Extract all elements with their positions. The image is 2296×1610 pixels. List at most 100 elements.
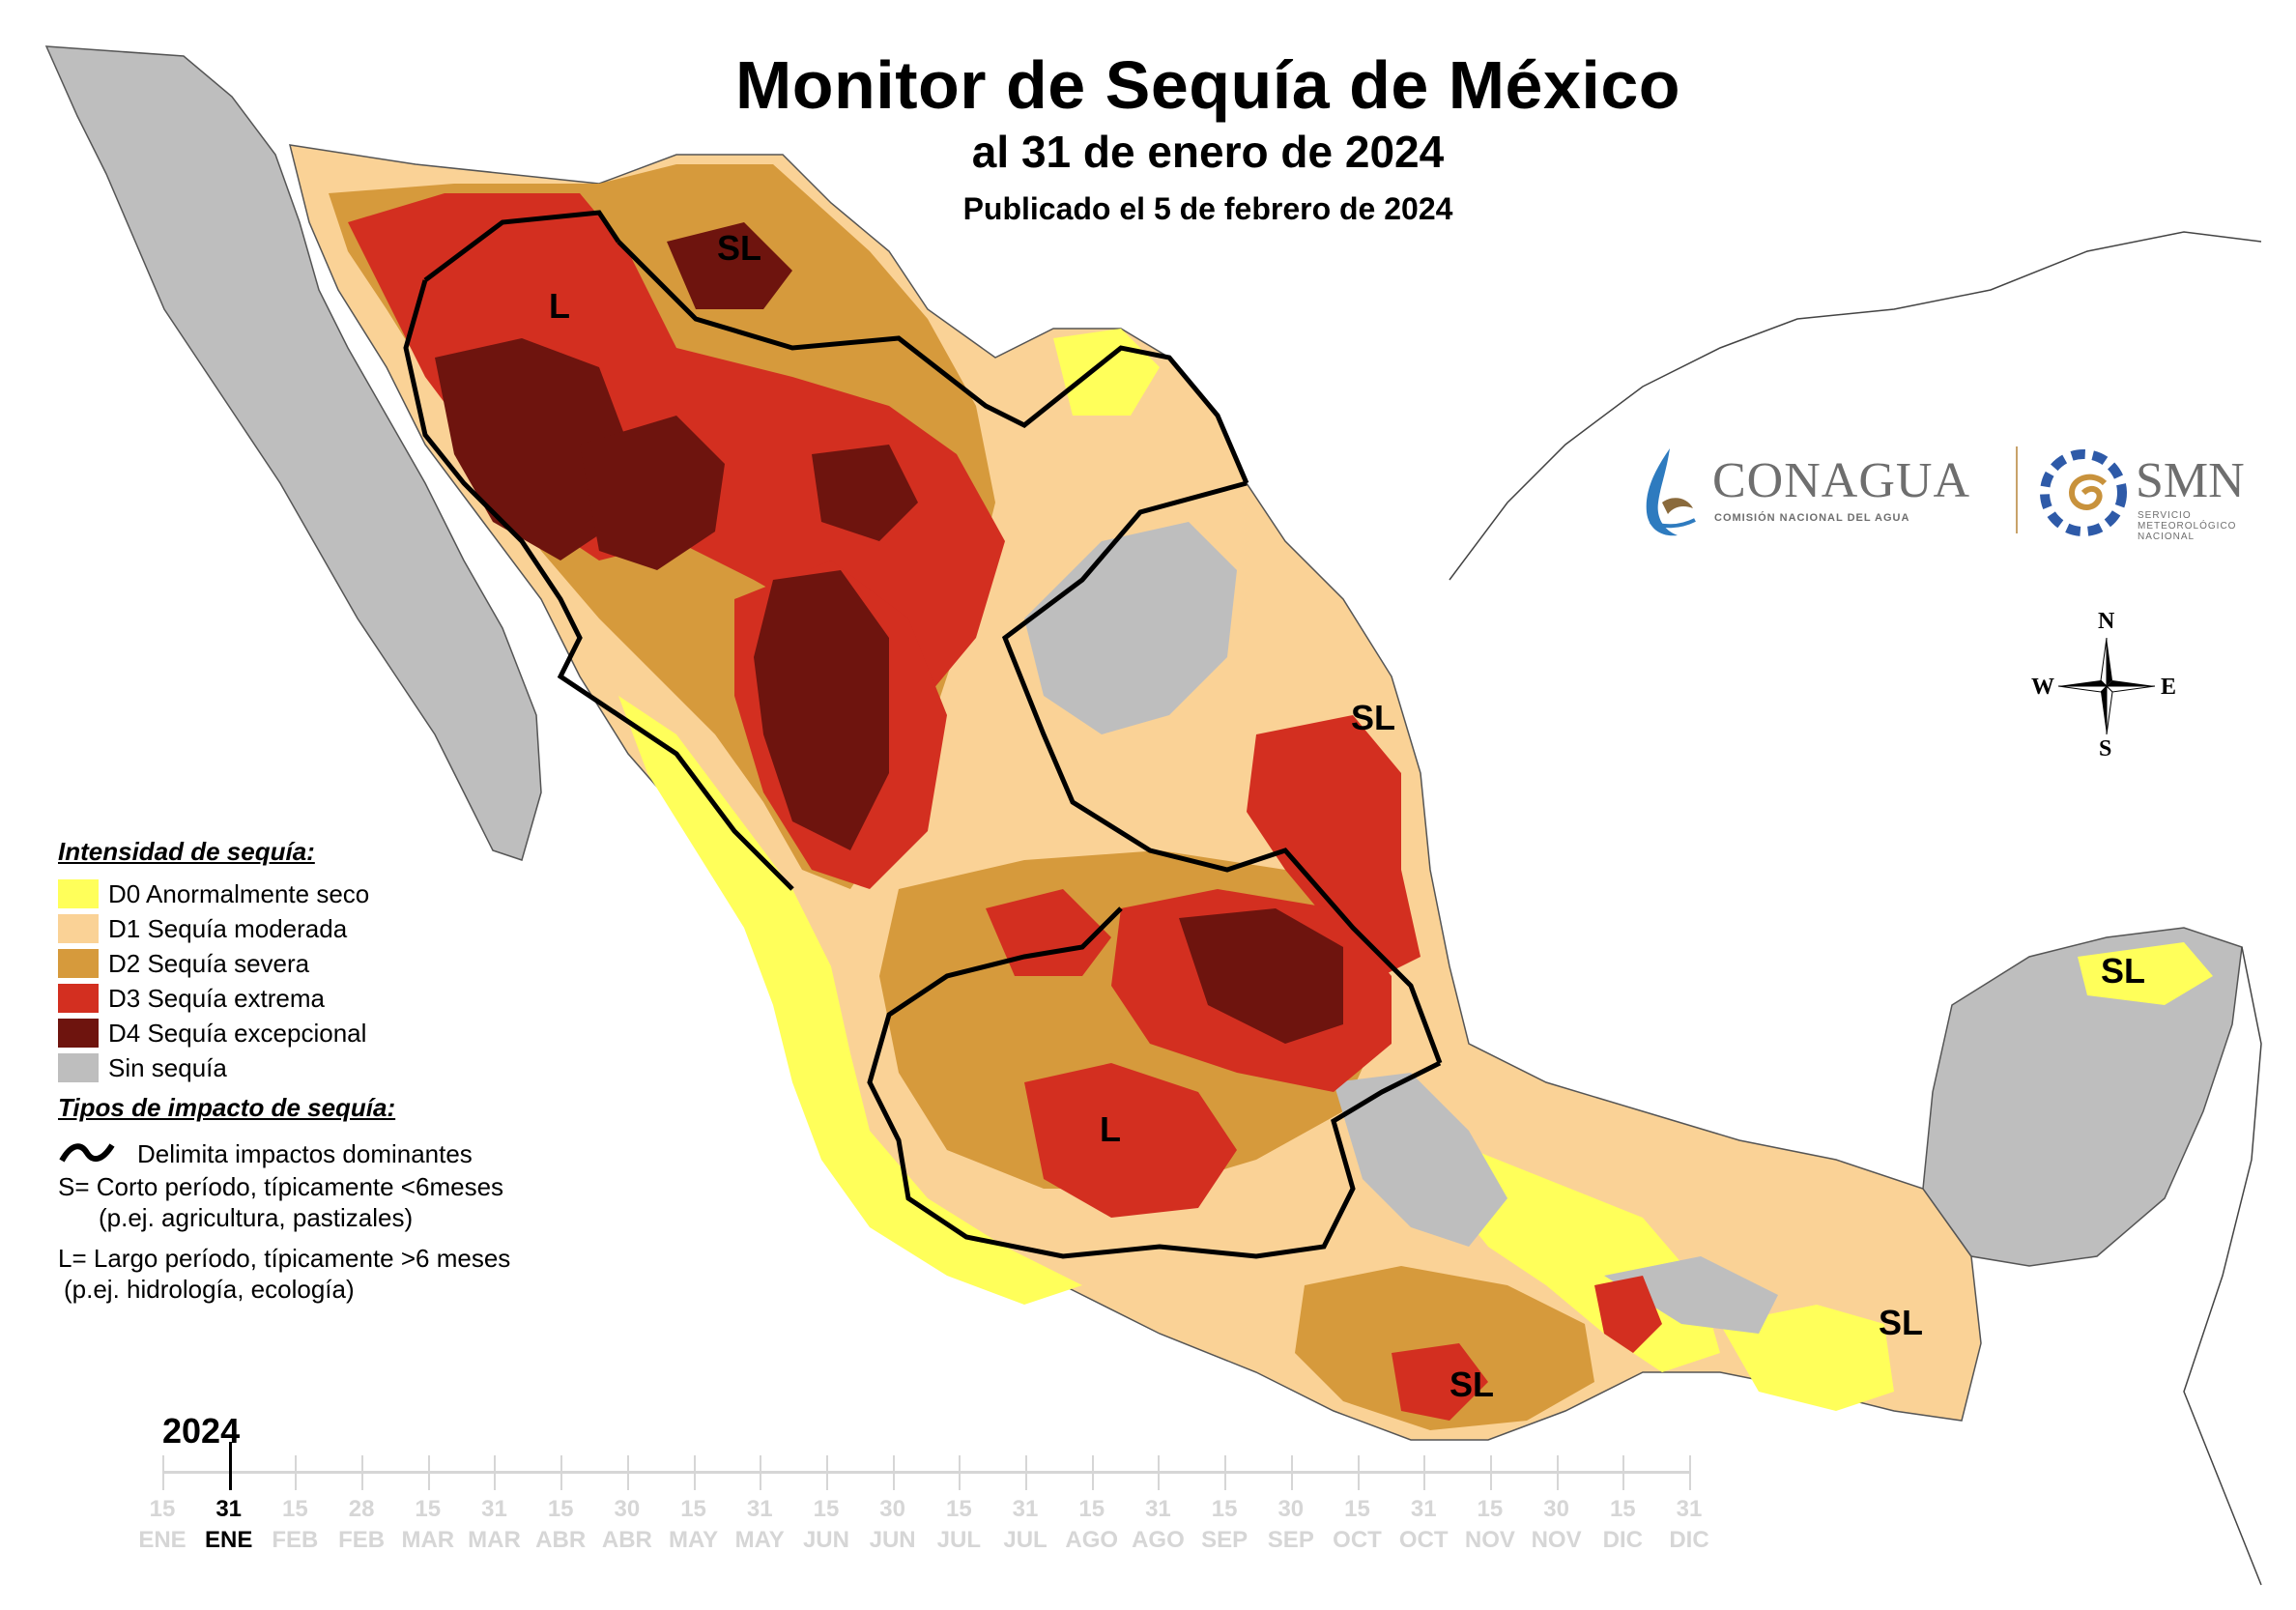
legend-item: D0 Anormalmente seco xyxy=(58,877,599,911)
legend-swatch xyxy=(58,914,99,943)
d3-tabasco xyxy=(1594,1276,1662,1353)
timeline-tick-day: 31 xyxy=(215,1496,243,1522)
d3-southwest xyxy=(1024,1063,1237,1218)
timeline-tick-day: 15 xyxy=(1078,1496,1105,1522)
timeline-tick xyxy=(1489,1455,1492,1490)
timeline-tick-month: FEB xyxy=(272,1527,319,1553)
d4-center xyxy=(1179,908,1343,1044)
timeline-tick xyxy=(1025,1455,1028,1490)
timeline-tick xyxy=(1622,1455,1625,1490)
legend-item-label: D2 Sequía severa xyxy=(108,948,310,978)
compass-star-icon xyxy=(2058,638,2155,734)
timeline-tick xyxy=(760,1455,762,1490)
label-south-sl: SL xyxy=(1449,1365,1495,1404)
timeline-tick-month: ENE xyxy=(205,1527,253,1553)
timeline-tick xyxy=(427,1455,430,1490)
map-subtitle: al 31 de enero de 2024 xyxy=(971,127,1445,177)
timeline-tick-month: NOV xyxy=(1464,1527,1515,1553)
impact-line-swatch-icon xyxy=(59,1143,115,1163)
timeline-tick xyxy=(162,1455,164,1490)
timeline-tick-month: SEP xyxy=(1267,1527,1314,1553)
timeline-tick xyxy=(959,1455,961,1490)
timeline-tick-day: 15 xyxy=(1211,1496,1238,1522)
yucatan-d0 xyxy=(2078,942,2213,1005)
timeline-tick-month: OCT xyxy=(1398,1527,1449,1553)
legend-item-label: D1 Sequía moderada xyxy=(108,913,348,943)
timeline-tick-month: NOV xyxy=(1531,1527,1582,1553)
label-yucatan-sl: SL xyxy=(2101,951,2146,991)
legend-item: D4 Sequía excepcional xyxy=(58,1016,599,1050)
conagua-logo-icon xyxy=(1646,448,1696,536)
d0-southeast xyxy=(1720,1305,1894,1411)
timeline-tick-day: 31 xyxy=(1676,1496,1703,1522)
label-center-l: L xyxy=(1100,1109,1121,1149)
legend-item: Sin sequía xyxy=(58,1050,599,1085)
legend-item-label: D4 Sequía excepcional xyxy=(108,1018,367,1048)
legend-item-label: D0 Anormalmente seco xyxy=(108,878,370,908)
timeline-tick-day: 15 xyxy=(945,1496,972,1522)
timeline: 2024 15 ENE 31 ENE 15 FEB 28 FEB 15 MAR 31 MAR 15 ABR… xyxy=(138,1411,1710,1595)
legend-item: D1 Sequía moderada xyxy=(58,911,599,946)
timeline-tick xyxy=(892,1455,895,1490)
timeline-tick-month: JUN xyxy=(869,1527,916,1553)
label-northeast-sl: SL xyxy=(1351,698,1396,737)
timeline-tick-day: 30 xyxy=(879,1496,905,1522)
timeline-tick-month: FEB xyxy=(338,1527,386,1553)
legend: Intensidad de sequía: D0 Anormalmente se… xyxy=(58,837,599,1305)
impact-line-north xyxy=(617,240,1249,484)
timeline-tick-day: 15 xyxy=(813,1496,840,1522)
legend-item-label: D3 Sequía extrema xyxy=(108,983,326,1013)
legend-swatch xyxy=(58,1019,99,1048)
timeline-tick-month: MAY xyxy=(734,1527,785,1553)
compass-rose: N S W E xyxy=(2031,609,2176,763)
impact-line-center xyxy=(867,906,1442,1259)
publication-date: Publicado el 5 de febrero de 2024 xyxy=(962,191,1453,226)
legend-swatch xyxy=(58,949,99,978)
timeline-tick-month: OCT xyxy=(1333,1527,1382,1553)
compass-s: S xyxy=(2099,736,2112,762)
timeline-tick-day: 31 xyxy=(1012,1496,1039,1522)
timeline-tick-month: JUL xyxy=(1003,1527,1048,1553)
map-title: Monitor de Sequía de México xyxy=(734,47,1681,123)
timeline-tick-day: 28 xyxy=(348,1496,375,1522)
timeline-tick xyxy=(1091,1455,1094,1490)
timeline-tick-day: 15 xyxy=(547,1496,574,1522)
timeline-tick xyxy=(295,1455,298,1490)
legend-item: D3 Sequía extrema xyxy=(58,981,599,1016)
legend-item-label: Sin sequía xyxy=(108,1052,227,1082)
legend-swatch xyxy=(58,879,99,908)
nodrought-gulf xyxy=(1334,1073,1507,1247)
label-northwest-l: L xyxy=(549,286,570,326)
short-term-definition: S= Corto período, típicamente <6meses xyxy=(58,1172,504,1201)
impact-line-northwest xyxy=(403,210,794,891)
timeline-tick xyxy=(1556,1455,1559,1490)
smn-logo-icon xyxy=(2040,449,2127,536)
timeline-tick xyxy=(1689,1455,1691,1490)
timeline-tick xyxy=(1357,1455,1360,1490)
legend-item: D2 Sequía severa xyxy=(58,946,599,981)
timeline-tick-month: JUL xyxy=(936,1527,982,1553)
logo-divider xyxy=(2016,446,2018,533)
timeline-tick-day: 15 xyxy=(680,1496,706,1522)
long-term-definition: L= Largo período, típicamente >6 meses xyxy=(58,1244,511,1273)
timeline-tick-month: ABR xyxy=(535,1527,587,1553)
smn-name: SMN xyxy=(2136,453,2245,508)
yucatan-region xyxy=(1922,927,2243,1267)
timeline-year: 2024 xyxy=(162,1411,241,1451)
compass-w: W xyxy=(2031,675,2054,700)
timeline-tick-month: AGO xyxy=(1132,1527,1185,1553)
legend-impact-line: Delimita impactos dominantes xyxy=(58,1136,599,1171)
compass-n: N xyxy=(2098,609,2115,634)
timeline-tick-day: 31 xyxy=(746,1496,773,1522)
timeline-tick-month: ABR xyxy=(601,1527,652,1553)
d4-durango xyxy=(754,570,889,850)
d3-west-central xyxy=(986,889,1111,976)
d4-chihuahua-west xyxy=(580,416,725,570)
conagua-subtitle: COMISIÓN NACIONAL DEL AGUA xyxy=(1714,512,1910,524)
timeline-axis xyxy=(162,1471,1689,1474)
timeline-tick-month: DIC xyxy=(1669,1527,1709,1553)
short-term-example: (p.ej. agricultura, pastizales) xyxy=(99,1203,414,1232)
timeline-tick-day: 15 xyxy=(282,1496,308,1522)
timeline-tick-day: 31 xyxy=(1410,1496,1437,1522)
